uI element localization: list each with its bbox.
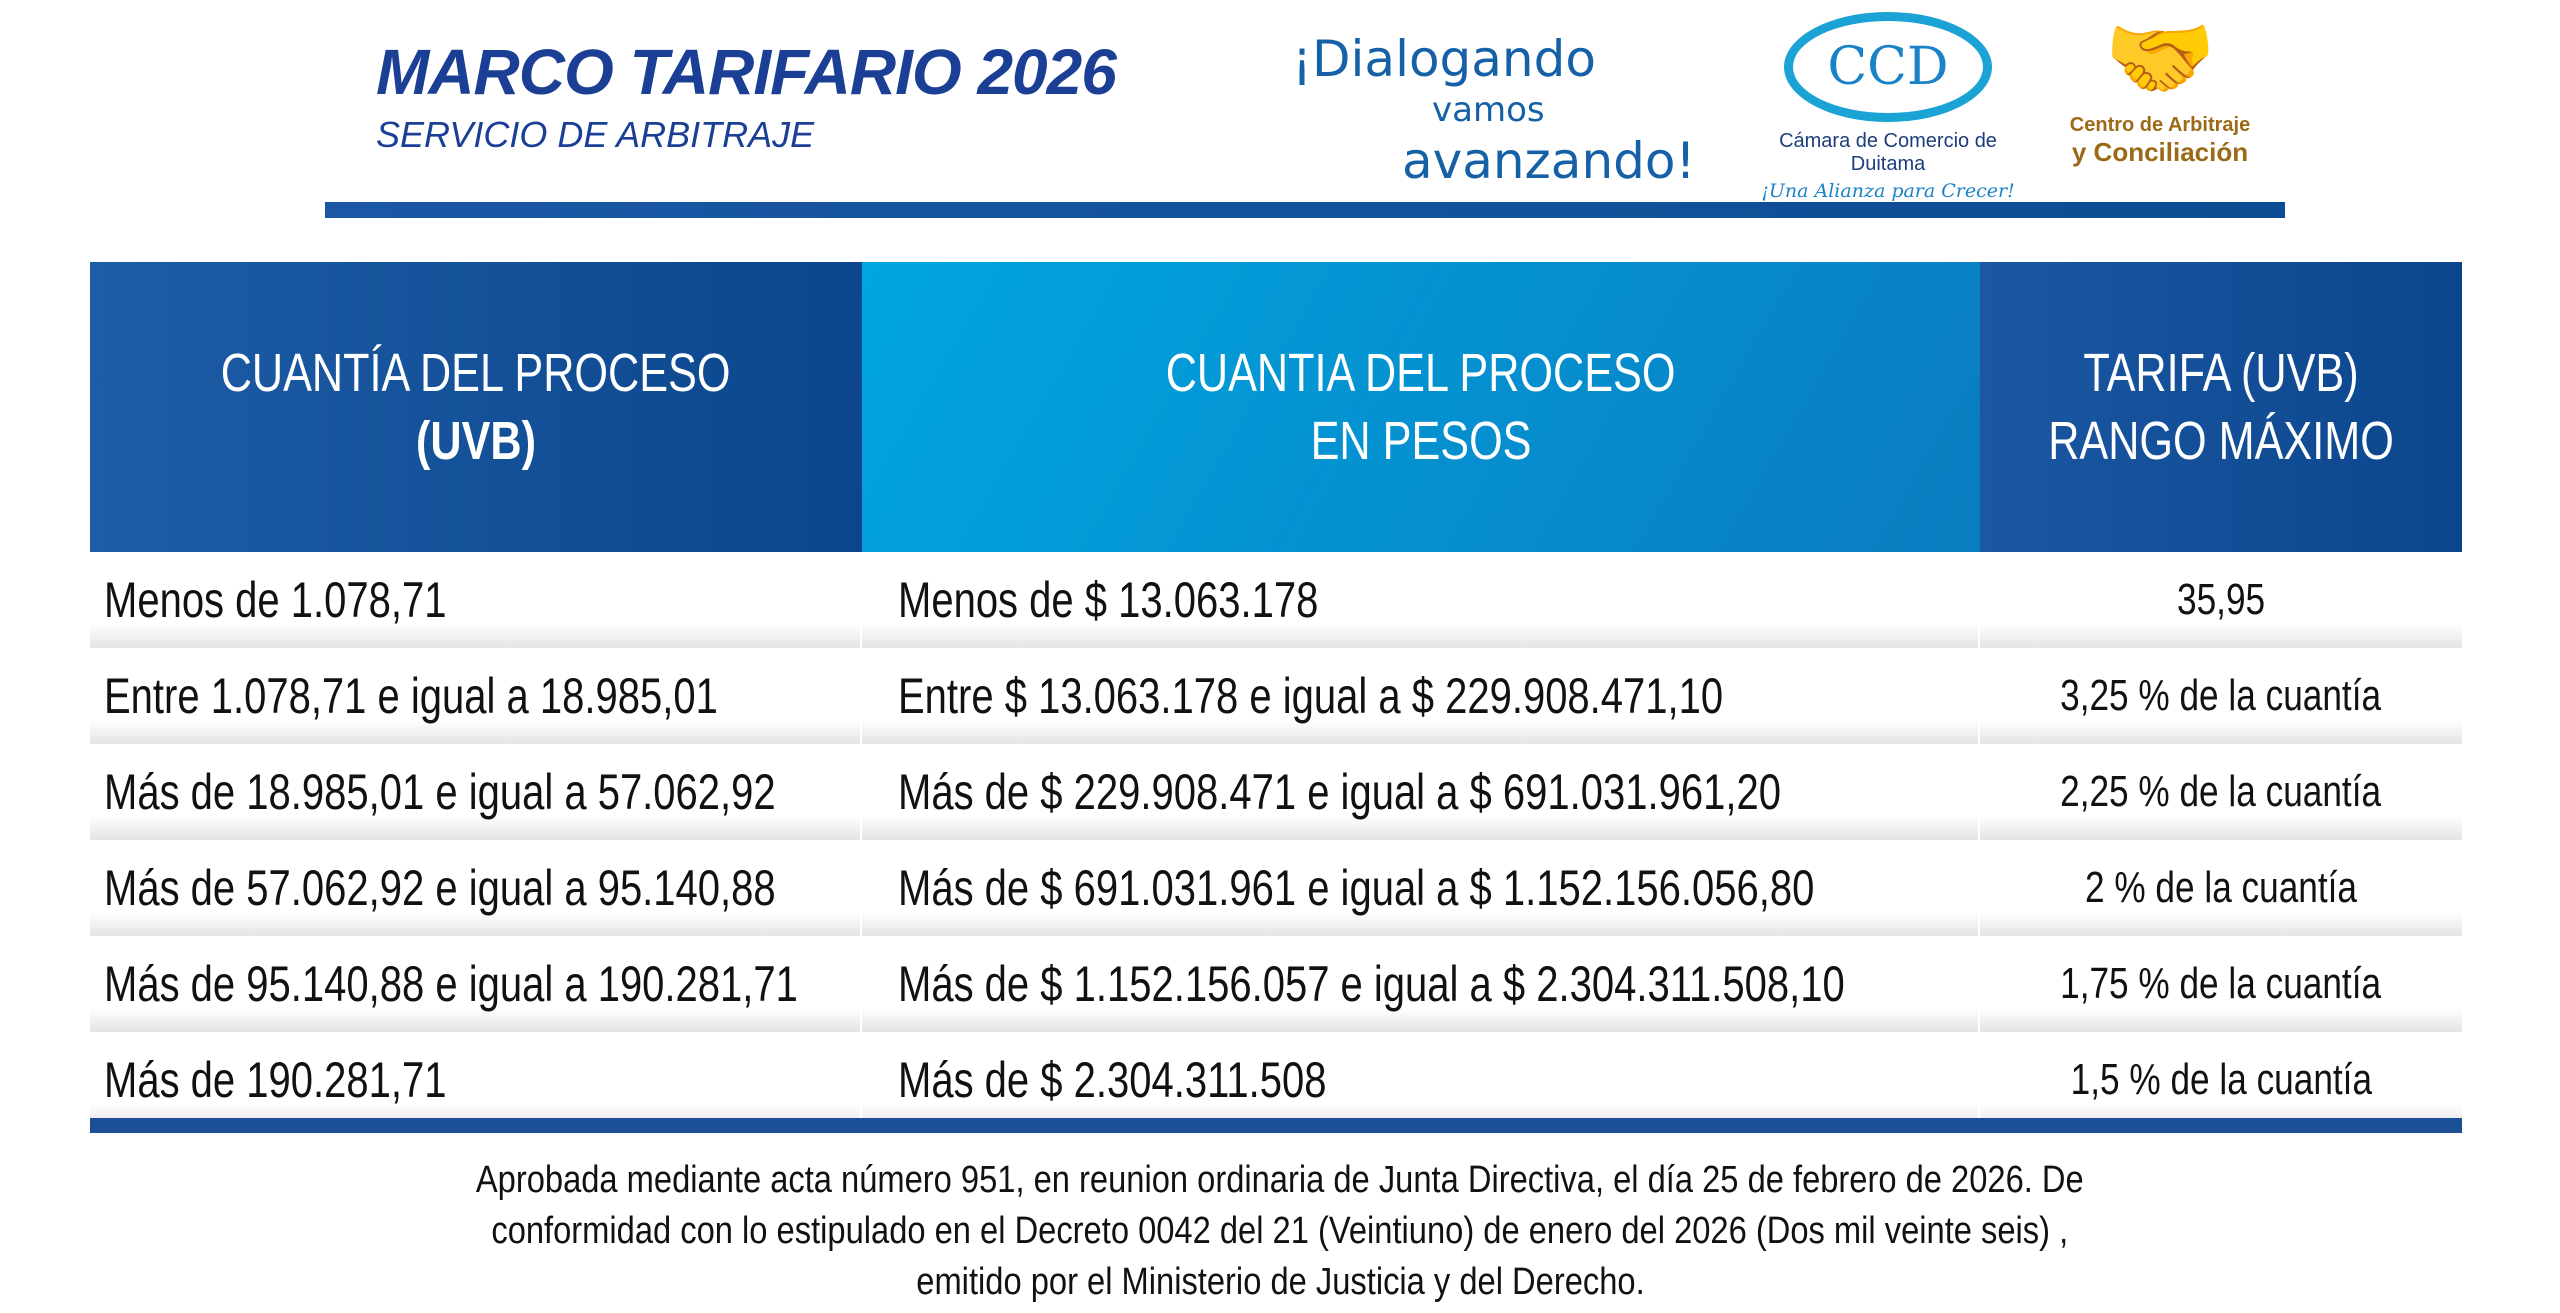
footer-line: conformidad con lo estipulado en el Decr… xyxy=(491,1210,2069,1252)
cell-text: Más de 95.140,88 e igual a 190.281,71 xyxy=(104,956,798,1012)
header-line: (UVB) xyxy=(415,411,536,471)
slogan-line-1: ¡Dialogando xyxy=(1292,30,1596,88)
ccd-monogram-icon: CCD xyxy=(1784,12,1992,122)
cell-text: Más de 190.281,71 xyxy=(104,1052,447,1108)
cell-cuantia-uvb: Entre 1.078,71 e igual a 18.985,01 xyxy=(90,648,860,744)
table-bottom-bar xyxy=(90,1118,2462,1133)
cell-cuantia-uvb: Menos de 1.078,71 xyxy=(90,552,860,648)
cell-text: 35,95 xyxy=(2176,575,2266,624)
cell-cuantia-pesos: Menos de $ 13.063.178 xyxy=(862,552,1978,648)
cell-cuantia-pesos: Más de $ 1.152.156.057 e igual a $ 2.304… xyxy=(862,936,1978,1032)
header-divider xyxy=(325,202,2285,218)
cell-cuantia-pesos: Entre $ 13.063.178 e igual a $ 229.908.4… xyxy=(862,648,1978,744)
cell-text: 1,5 % de la cuantía xyxy=(2070,1055,2372,1104)
footer-line: Aprobada mediante acta número 951, en re… xyxy=(476,1159,2084,1201)
cell-text: Más de $ 229.908.471 e igual a $ 691.031… xyxy=(898,764,1781,820)
header-line: EN PESOS xyxy=(1310,411,1532,471)
camara-name: Cámara de Comercio de Duitama xyxy=(1779,130,1997,175)
header-line: CUANTÍA DEL PROCESO xyxy=(221,343,731,403)
header-line: CUANTIA DEL PROCESO xyxy=(1166,343,1676,403)
cell-text: 3,25 % de la cuantía xyxy=(2060,671,2382,720)
cell-text: Más de $ 2.304.311.508 xyxy=(898,1052,1327,1108)
header-cuantia-pesos: CUANTIA DEL PROCESO EN PESOS xyxy=(862,262,1980,552)
cell-tarifa: 3,25 % de la cuantía xyxy=(1980,648,2462,744)
table-row: Más de 95.140,88 e igual a 190.281,71 Más… xyxy=(90,936,2462,1032)
cell-cuantia-pesos: Más de $ 691.031.961 e igual a $ 1.152.1… xyxy=(862,840,1978,936)
centro-line-2: y Conciliación xyxy=(2071,137,2249,167)
slogan-line-3: avanzando! xyxy=(1402,132,1696,190)
header-line: TARIFA (UVB) xyxy=(2083,343,2359,403)
cell-tarifa: 35,95 xyxy=(1980,552,2462,648)
cell-cuantia-uvb: Más de 18.985,01 e igual a 57.062,92 xyxy=(90,744,860,840)
cell-cuantia-uvb: Más de 190.281,71 xyxy=(90,1032,860,1128)
dialogando-logo: ¡Dialogando vamos avanzando! xyxy=(1292,30,1712,195)
table-row: Más de 18.985,01 e igual a 57.062,92 Más … xyxy=(90,744,2462,840)
slogan-line-2: vamos xyxy=(1432,90,1545,130)
header-tarifa: TARIFA (UVB) RANGO MÁXIMO xyxy=(1980,262,2462,552)
header-cuantia-uvb: CUANTÍA DEL PROCESO (UVB) xyxy=(90,262,862,552)
cell-text: Menos de 1.078,71 xyxy=(104,572,447,628)
cell-text: 2,25 % de la cuantía xyxy=(2060,767,2382,816)
cell-tarifa: 1,75 % de la cuantía xyxy=(1980,936,2462,1032)
cell-text: Entre $ 13.063.178 e igual a $ 229.908.4… xyxy=(898,668,1724,724)
header-line: RANGO MÁXIMO xyxy=(2048,411,2394,471)
cell-cuantia-uvb: Más de 95.140,88 e igual a 190.281,71 xyxy=(90,936,860,1032)
table-row: Menos de 1.078,71 Menos de $ 13.063.178 35… xyxy=(90,552,2462,648)
cell-tarifa: 2 % de la cuantía xyxy=(1980,840,2462,936)
cell-text: Más de 57.062,92 e igual a 95.140,88 xyxy=(104,860,776,916)
centro-arbitraje-logo: 🤝 Centro de Arbitraje y Conciliación xyxy=(2065,4,2255,184)
cell-tarifa: 1,5 % de la cuantía xyxy=(1980,1032,2462,1128)
table-row: Más de 57.062,92 e igual a 95.140,88 Más … xyxy=(90,840,2462,936)
cell-tarifa: 2,25 % de la cuantía xyxy=(1980,744,2462,840)
cell-cuantia-uvb: Más de 57.062,92 e igual a 95.140,88 xyxy=(90,840,860,936)
camara-tagline: ¡Una Alianza para Crecer! xyxy=(1761,180,2015,202)
table-row: Entre 1.078,71 e igual a 18.985,01 Entre … xyxy=(90,648,2462,744)
handshake-gavel-icon: 🤝 xyxy=(2103,9,2217,109)
cell-text: 2 % de la cuantía xyxy=(2084,863,2357,912)
cell-cuantia-pesos: Más de $ 2.304.311.508 xyxy=(862,1032,1978,1128)
camara-comercio-logo: CCD Cámara de Comercio de Duitama ¡Una A… xyxy=(1748,12,2028,202)
page-subtitle: SERVICIO DE ARBITRAJE xyxy=(376,114,815,155)
cell-text: 1,75 % de la cuantía xyxy=(2060,959,2382,1008)
cell-cuantia-pesos: Más de $ 229.908.471 e igual a $ 691.031… xyxy=(862,744,1978,840)
cell-text: Más de $ 691.031.961 e igual a $ 1.152.1… xyxy=(898,860,1815,916)
centro-line-1: Centro de Arbitraje xyxy=(2069,114,2251,136)
page-title: MARCO TARIFARIO 2026 xyxy=(376,36,1117,108)
cell-text: Más de 18.985,01 e igual a 57.062,92 xyxy=(104,764,776,820)
footer-note: Aprobada mediante acta número 951, en re… xyxy=(0,1155,2560,1308)
table-row: Más de 190.281,71 Más de $ 2.304.311.508 1… xyxy=(90,1032,2462,1128)
footer-line: emitido por el Ministerio de Justicia y … xyxy=(915,1261,1645,1303)
cell-text: Más de $ 1.152.156.057 e igual a $ 2.304… xyxy=(898,956,1845,1012)
cell-text: Menos de $ 13.063.178 xyxy=(898,572,1319,628)
cell-text: Entre 1.078,71 e igual a 18.985,01 xyxy=(104,668,718,724)
